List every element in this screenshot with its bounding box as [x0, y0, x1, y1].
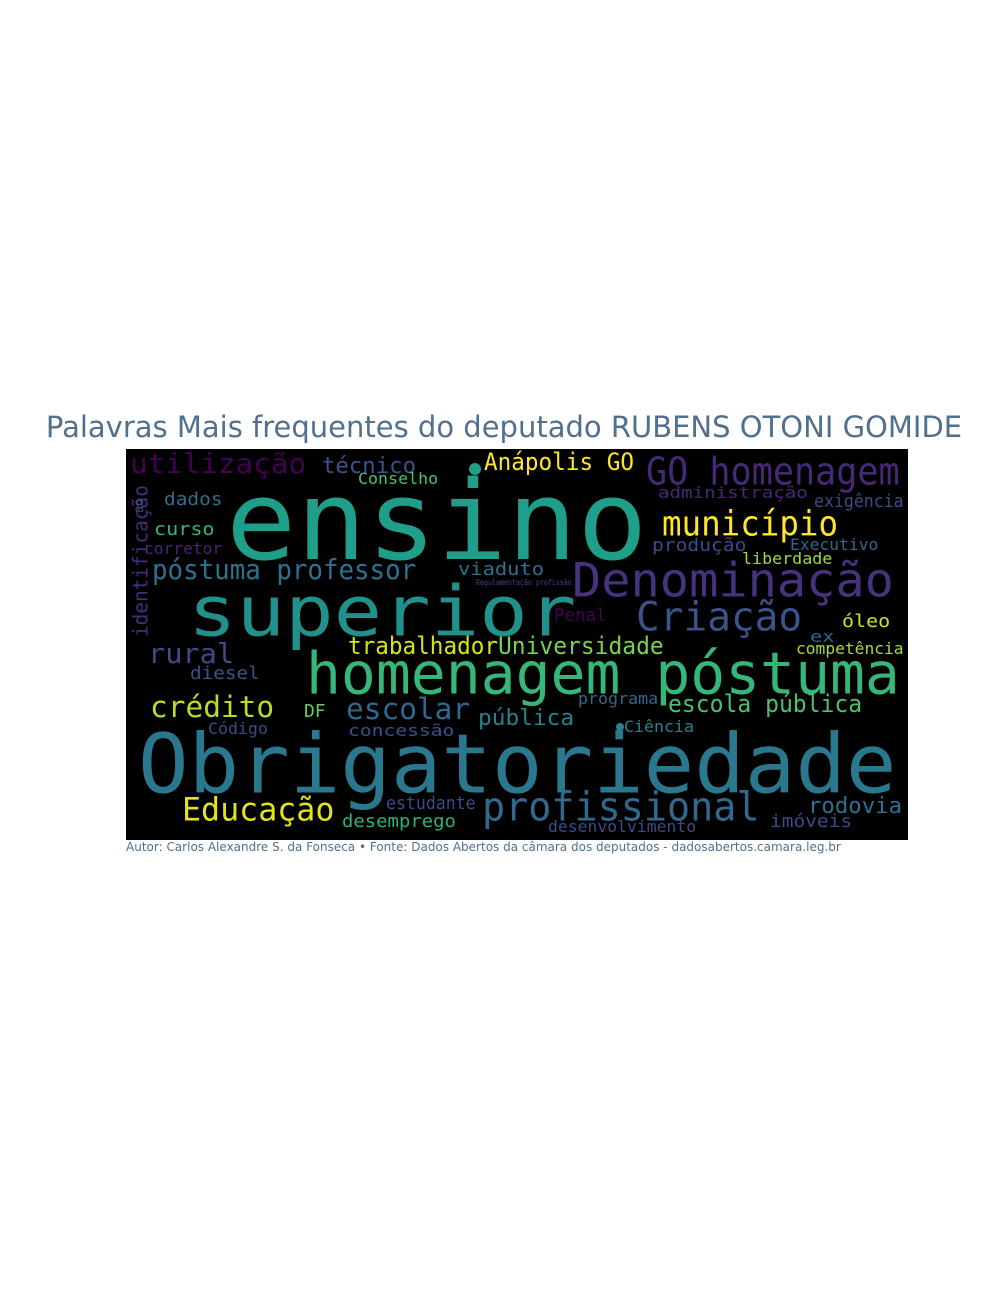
cloud-word: profissional — [482, 783, 760, 831]
cloud-word: DF — [304, 700, 326, 723]
cloud-word: Educação — [182, 791, 335, 830]
cloud-word: produção — [652, 534, 747, 557]
cloud-word: administração — [658, 482, 808, 503]
word-cloud: ensino superior Obrigatoriedade homenagem p… — [126, 449, 908, 840]
cloud-word: GO homenagem — [646, 449, 900, 495]
cloud-word: superior — [188, 570, 577, 653]
cloud-word: diesel — [190, 662, 260, 685]
cloud-word: Obrigatoriedade — [138, 717, 897, 813]
cloud-word: pública — [478, 704, 575, 731]
cloud-word: exigência — [814, 490, 904, 513]
cloud-word: viaduto — [458, 558, 545, 581]
cloud-word: Penal — [554, 604, 607, 627]
cloud-word: trabalhador — [348, 632, 498, 661]
cloud-word: estudante — [386, 792, 476, 815]
cloud-word: desenvolvimento — [548, 816, 697, 837]
cloud-word: Ciência — [624, 716, 695, 737]
cloud-word: escolar — [346, 691, 471, 727]
cloud-word: utilização — [130, 449, 307, 481]
cloud-word: Executivo — [790, 534, 879, 555]
cloud-word: Regulamentação profissão — [476, 578, 572, 587]
cloud-word: liberdade — [742, 548, 833, 569]
cloud-dot — [616, 723, 624, 731]
cloud-word: Criação — [636, 593, 803, 641]
cloud-word: ensino — [226, 457, 648, 586]
cloud-word: corretor — [144, 538, 223, 559]
cloud-word: concessão — [348, 720, 455, 741]
cloud-word: Anápolis GO — [484, 449, 634, 477]
cloud-word: rodovia — [808, 792, 903, 819]
cloud-word: ex — [810, 626, 835, 647]
cloud-word: óleo — [842, 610, 891, 633]
caption: Autor: Carlos Alexandre S. da Fonseca • … — [126, 840, 841, 854]
cloud-word: curso — [154, 518, 215, 541]
cloud-word: Denominação — [572, 552, 894, 609]
cloud-word: póstuma professor — [152, 553, 417, 587]
cloud-word: desemprego — [342, 810, 456, 833]
cloud-dot — [469, 463, 481, 475]
cloud-word: Conselho — [358, 468, 439, 489]
cloud-word: Universidade — [498, 632, 664, 661]
cloud-word: ao — [129, 498, 146, 513]
cloud-word: técnico — [322, 452, 417, 479]
cloud-word: rural — [148, 637, 235, 671]
cloud-word: município — [662, 503, 838, 545]
cloud-word: dados — [164, 488, 223, 511]
cloud-word: crédito — [150, 689, 275, 725]
cloud-word: imóveis — [770, 810, 853, 833]
page-title: Palavras Mais frequentes do deputado RUB… — [45, 410, 963, 444]
cloud-word: programa — [578, 688, 659, 709]
cloud-word: homenagem póstuma — [306, 639, 900, 708]
cloud-word: competência — [796, 638, 904, 659]
cloud-word: escola pública — [668, 690, 863, 719]
cloud-word: Código — [208, 718, 268, 739]
